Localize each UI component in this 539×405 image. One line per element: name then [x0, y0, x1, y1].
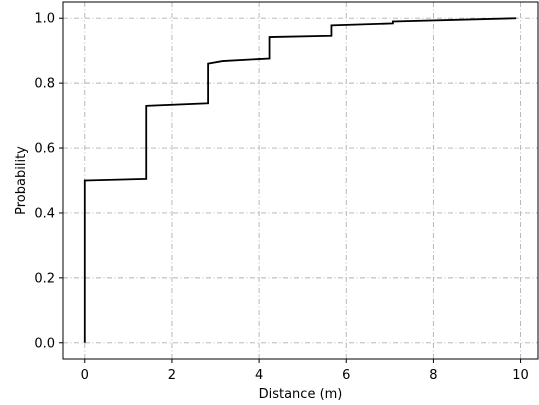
y-tick-label: 1.0 — [34, 12, 55, 27]
y-tick-label: 0.6 — [34, 142, 55, 157]
cdf-line — [83, 17, 517, 343]
y-tick-label: 0.0 — [34, 336, 55, 351]
y-axis-title: Probability — [14, 146, 29, 215]
x-tick-label: 2 — [168, 368, 176, 383]
y-tick-label: 0.2 — [34, 271, 55, 286]
y-tick-label: 0.4 — [34, 206, 55, 221]
y-axis: 0.0 0.2 0.4 0.6 0.8 1.0 — [34, 12, 63, 351]
x-tick-label: 10 — [512, 368, 529, 383]
plot-area — [83, 17, 517, 343]
x-tick-label: 4 — [255, 368, 263, 383]
x-tick-label: 0 — [81, 368, 89, 383]
axes-frame — [62, 1, 539, 360]
x-tick-label: 8 — [429, 368, 437, 383]
x-axis-title: Distance (m) — [259, 387, 343, 402]
x-tick-label: 6 — [342, 368, 350, 383]
y-tick-label: 0.8 — [34, 77, 55, 92]
x-axis: 0 2 4 6 8 10 — [81, 359, 529, 383]
grid — [63, 2, 538, 359]
